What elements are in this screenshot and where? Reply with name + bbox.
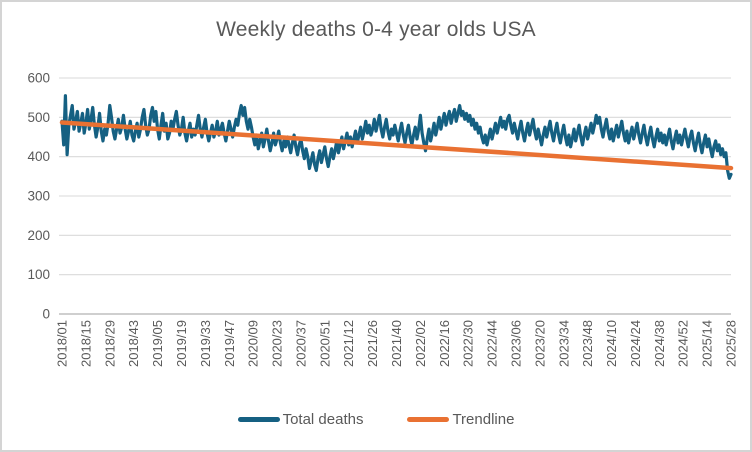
x-tick-label: 2020/23 bbox=[270, 320, 285, 367]
x-tick-label: 2022/44 bbox=[485, 320, 500, 367]
x-tick-label: 2024/38 bbox=[652, 320, 667, 367]
x-tick-label: 2019/33 bbox=[198, 320, 213, 367]
x-tick-label: 2024/52 bbox=[676, 320, 691, 367]
x-tick-label: 2020/51 bbox=[317, 320, 332, 367]
x-tick-label: 2021/12 bbox=[341, 320, 356, 367]
x-tick-label: 2019/19 bbox=[174, 320, 189, 367]
x-tick-label: 2019/47 bbox=[222, 320, 237, 367]
x-tick-label: 2024/24 bbox=[628, 320, 643, 367]
y-tick-label: 400 bbox=[27, 149, 50, 164]
y-tick-label: 0 bbox=[42, 307, 50, 322]
legend-label-trendline: Trendline bbox=[452, 411, 515, 428]
chart-title: Weekly deaths 0-4 year olds USA bbox=[216, 18, 536, 41]
x-tick-label: 2023/06 bbox=[508, 320, 523, 367]
y-tick-label: 200 bbox=[27, 228, 50, 243]
x-tick-label: 2018/43 bbox=[126, 320, 141, 367]
x-tick-label: 2023/34 bbox=[556, 320, 571, 367]
x-tick-label: 2025/14 bbox=[700, 320, 715, 367]
legend-item-total-deaths: Total deaths bbox=[237, 411, 364, 428]
total-deaths-swatch bbox=[237, 417, 280, 422]
legend-item-trendline: Trendline bbox=[407, 411, 514, 428]
y-tick-label: 300 bbox=[27, 189, 50, 204]
x-tick-label: 2025/28 bbox=[724, 320, 739, 367]
x-tick-label: 2022/16 bbox=[437, 320, 452, 367]
x-tick-label: 2020/37 bbox=[293, 320, 308, 367]
x-tick-label: 2021/26 bbox=[365, 320, 380, 367]
x-tick-label: 2020/09 bbox=[246, 320, 261, 367]
y-tick-label: 500 bbox=[27, 110, 50, 125]
trendline-swatch bbox=[407, 417, 450, 422]
y-tick-label: 600 bbox=[27, 71, 50, 86]
legend: Total deaths Trendline bbox=[2, 411, 750, 428]
y-tick-label: 100 bbox=[27, 267, 50, 282]
x-tick-label: 2018/01 bbox=[55, 320, 70, 367]
x-tick-label: 2021/40 bbox=[389, 320, 404, 367]
x-tick-label: 2023/48 bbox=[580, 320, 595, 367]
x-tick-label: 2023/20 bbox=[532, 320, 547, 367]
x-tick-label: 2019/05 bbox=[150, 320, 165, 367]
x-tick-label: 2024/10 bbox=[604, 320, 619, 367]
x-tick-label: 2022/02 bbox=[413, 320, 428, 367]
total-deaths-series bbox=[60, 94, 733, 180]
x-tick-label: 2022/30 bbox=[461, 320, 476, 367]
x-tick-label: 2018/15 bbox=[78, 320, 93, 367]
x-tick-label: 2018/29 bbox=[102, 320, 117, 367]
trendline-series bbox=[59, 120, 734, 171]
legend-label-total-deaths: Total deaths bbox=[282, 411, 364, 428]
